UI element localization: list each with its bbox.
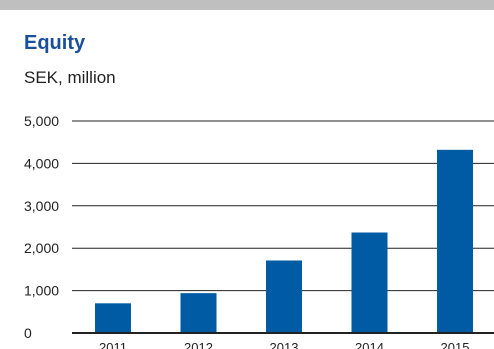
y-tick-label: 4,000 [24,155,59,171]
x-tick-label: 2013 [270,340,299,349]
x-tick-label: 2011 [99,340,127,349]
chart-title: Equity [24,32,86,54]
bar-2013 [266,260,302,333]
bar-2011 [95,303,131,333]
top-accent-bar [0,0,494,10]
bar-2014 [351,232,388,333]
bar-2012 [180,293,217,333]
bar-2015 [437,149,473,333]
chart-subtitle: SEK, million [24,68,116,87]
x-tick-label: 2012 [184,340,213,349]
x-tick-label: 2014 [355,340,384,349]
y-tick-label: 2,000 [24,240,59,256]
y-tick-label: 3,000 [24,198,59,214]
y-tick-label: 5,000 [24,113,59,129]
y-tick-label: 0 [24,325,32,341]
x-tick-label: 2015 [441,340,470,349]
y-tick-label: 1,000 [24,283,59,299]
